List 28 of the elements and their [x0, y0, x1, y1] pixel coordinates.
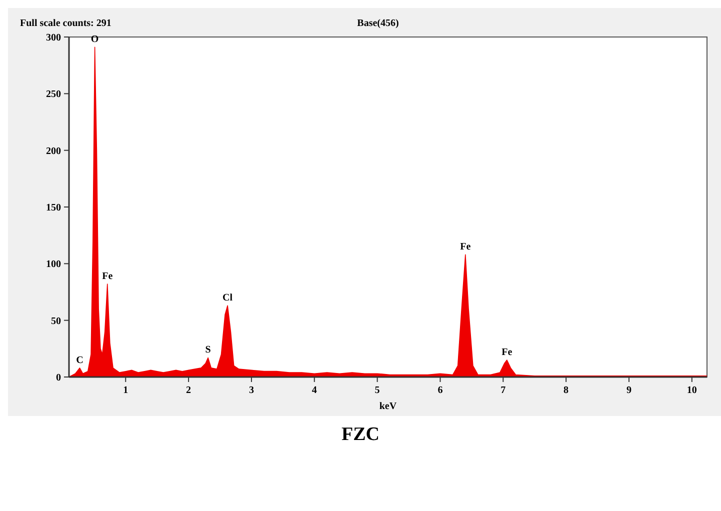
- y-tick-label: 50: [51, 316, 61, 327]
- x-tick-label: 4: [312, 385, 317, 396]
- y-tick-label: 150: [46, 202, 61, 214]
- annotation: O: [90, 34, 99, 46]
- annotation: Fe: [502, 347, 513, 358]
- x-tick-label: 6: [438, 385, 443, 396]
- y-tick-label: 100: [46, 259, 61, 270]
- x-tick-label: 5: [374, 385, 380, 396]
- x-tick-label: 10: [686, 385, 697, 396]
- x-tick-label: 9: [626, 385, 632, 396]
- text: Base(456): [357, 18, 399, 29]
- text: FZC: [342, 424, 380, 445]
- x-axis-title: keV: [379, 401, 398, 412]
- x-tick-label: 7: [500, 385, 506, 396]
- x-tick-label: 8: [564, 385, 569, 396]
- y-tick-label: 200: [46, 146, 61, 157]
- y-tick-label: 300: [46, 32, 61, 44]
- annotation: S: [205, 344, 212, 356]
- annotation: Fe: [102, 271, 114, 282]
- x-tick-label: 2: [186, 385, 192, 396]
- annotation: Cl: [222, 292, 233, 304]
- x-tick-label: 3: [248, 385, 254, 396]
- y-tick-label: 0: [56, 372, 61, 384]
- x-tick-label: 1: [123, 385, 128, 396]
- text: Full scale counts: 291: [20, 18, 112, 29]
- annotation: Fe: [460, 242, 472, 253]
- annotation: C: [76, 354, 84, 366]
- y-tick-label: 250: [46, 89, 61, 100]
